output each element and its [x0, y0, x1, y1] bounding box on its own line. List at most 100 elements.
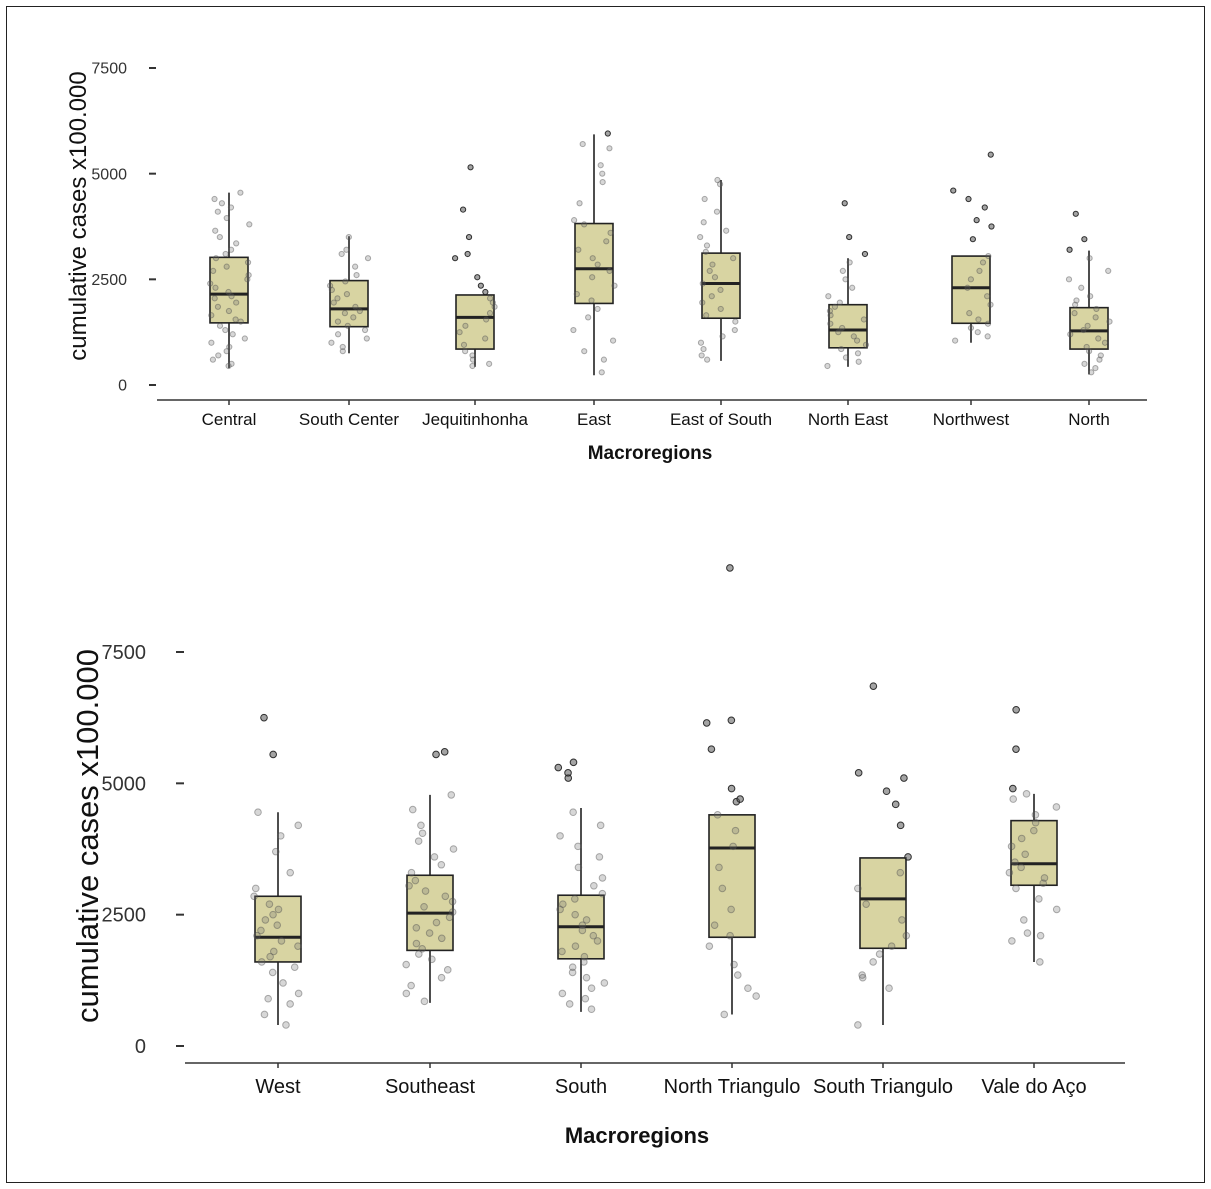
data-point — [462, 322, 469, 329]
data-point — [211, 295, 218, 302]
data-point — [341, 310, 348, 317]
data-point — [862, 341, 870, 348]
data-point — [603, 238, 610, 245]
data-point — [827, 312, 834, 319]
data-point — [589, 255, 596, 262]
y-tick-label: 2500 — [102, 905, 147, 927]
data-point — [556, 832, 564, 840]
data-point — [352, 263, 359, 270]
data-point — [364, 255, 372, 262]
y-tick-label: 0 — [135, 1036, 146, 1058]
data-point — [1005, 868, 1014, 877]
x-tick-label: North Triangulo — [664, 1076, 801, 1098]
data-point — [294, 989, 303, 998]
data-point — [469, 362, 476, 370]
box — [951, 255, 991, 325]
data-point — [437, 860, 446, 869]
data-point — [1040, 874, 1049, 882]
data-point — [1021, 850, 1029, 859]
outlier-point — [482, 288, 489, 296]
data-point — [462, 348, 469, 355]
data-point — [984, 293, 991, 300]
data-point — [976, 267, 983, 274]
data-point — [441, 892, 450, 901]
box — [329, 279, 369, 328]
data-point — [214, 303, 222, 310]
data-point — [571, 217, 578, 224]
data-point — [858, 971, 866, 979]
data-point — [212, 227, 219, 234]
data-point — [1012, 884, 1020, 893]
data-point — [218, 200, 226, 207]
outlier-point — [987, 151, 994, 158]
data-point — [244, 259, 252, 266]
data-point — [1105, 267, 1112, 274]
data-point — [261, 916, 270, 924]
data-point — [486, 310, 494, 317]
y-tick-label: 2500 — [91, 272, 127, 289]
data-point — [1106, 318, 1113, 325]
data-point — [568, 963, 577, 972]
x-tick-label: East of South — [670, 410, 772, 429]
outlier-point — [432, 750, 440, 759]
outlier-point — [896, 821, 905, 830]
data-point — [228, 246, 235, 253]
data-point — [697, 339, 705, 346]
data-point — [568, 968, 577, 977]
outlier-point — [702, 719, 711, 727]
data-point — [611, 282, 618, 289]
data-point — [727, 905, 735, 914]
data-point — [415, 950, 423, 958]
data-point — [276, 832, 285, 840]
data-point — [460, 341, 468, 348]
data-point — [414, 837, 423, 845]
data-point — [595, 853, 604, 861]
x-tick-label: Jequitinhonha — [422, 410, 528, 429]
data-point — [215, 352, 222, 359]
data-point — [726, 931, 734, 940]
data-point — [407, 868, 416, 877]
data-point — [702, 248, 709, 255]
data-point — [222, 326, 229, 334]
data-point — [854, 884, 862, 893]
data-point — [697, 233, 704, 241]
x-tick-label: Vale do Aço — [981, 1076, 1086, 1098]
outlier-point — [988, 223, 995, 230]
data-point — [825, 293, 832, 300]
data-point — [402, 989, 411, 998]
data-point — [211, 195, 218, 203]
outlier-point — [727, 784, 736, 793]
data-point — [569, 808, 577, 817]
data-point — [233, 299, 240, 306]
data-point — [334, 295, 341, 302]
outlier-point — [459, 206, 467, 213]
data-point — [437, 934, 446, 943]
outlier-point — [569, 758, 578, 767]
data-point — [330, 299, 337, 306]
data-point — [713, 208, 721, 215]
data-point — [1088, 369, 1095, 376]
x-axis-title: Macroregions — [565, 1123, 709, 1148]
data-point — [609, 337, 617, 344]
box — [455, 294, 495, 350]
data-point — [581, 221, 588, 228]
data-point — [223, 348, 230, 355]
data-point — [208, 312, 215, 319]
data-point — [216, 233, 223, 241]
box — [828, 303, 868, 349]
data-point — [985, 252, 992, 260]
outlier-point — [474, 274, 481, 281]
data-point — [580, 952, 589, 961]
outlier-point — [726, 564, 734, 572]
y-axis-title: cumulative cases x100.000 — [65, 71, 92, 361]
data-point — [1072, 301, 1079, 308]
data-point — [225, 362, 232, 370]
data-point — [271, 847, 280, 856]
box — [1069, 306, 1109, 350]
y-tick-label: 0 — [118, 378, 127, 395]
data-point — [717, 286, 724, 293]
x-tick-label: Southeast — [385, 1076, 476, 1098]
data-point — [420, 997, 429, 1006]
data-point — [421, 887, 430, 895]
data-point — [967, 276, 975, 283]
